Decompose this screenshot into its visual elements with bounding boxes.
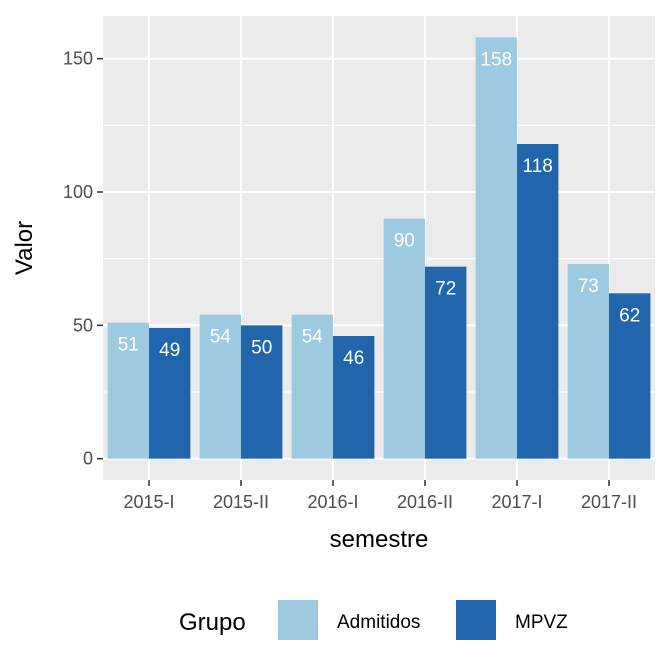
legend-label-admitidos: Admitidos <box>337 612 420 633</box>
bar-admitidos-2016-i <box>291 314 333 459</box>
bar-mpvz-2015-ii <box>241 325 283 459</box>
bar-label-admitidos-2015-ii: 54 <box>210 327 232 348</box>
bar-label-admitidos-2017-i: 158 <box>480 49 512 70</box>
y-tick-label: 100 <box>63 182 93 202</box>
bar-label-mpvz-2016-i: 46 <box>343 348 364 369</box>
bar-label-mpvz-2016-ii: 72 <box>435 279 456 300</box>
x-axis-title: semestre <box>330 526 429 553</box>
bar-mpvz-2016-ii <box>425 266 467 459</box>
bar-label-admitidos-2016-ii: 90 <box>394 231 415 252</box>
bars <box>107 37 651 459</box>
bar-admitidos-2016-ii <box>383 218 425 459</box>
y-tick-label: 150 <box>63 49 93 69</box>
bar-admitidos-2017-ii <box>567 264 609 459</box>
bar-label-mpvz-2015-i: 49 <box>159 340 180 361</box>
x-tick-label-2015-ii: 2015-II <box>213 492 269 512</box>
x-tick-label-2016-i: 2016-I <box>307 492 358 512</box>
y-tick-label: 50 <box>73 315 93 335</box>
bar-admitidos-2015-i <box>107 322 149 459</box>
bar-label-mpvz-2015-ii: 50 <box>251 337 272 358</box>
bar-label-mpvz-2017-ii: 62 <box>619 305 640 326</box>
bar-mpvz-2016-i <box>333 336 375 459</box>
x-tick-label-2016-ii: 2016-II <box>397 492 453 512</box>
x-tick-label-2017-ii: 2017-II <box>581 492 637 512</box>
x-axis: 2015-I 2015-II 2016-I 2016-II 2017-I 2017-II <box>123 480 637 512</box>
bar-admitidos-2017-i <box>475 37 517 459</box>
panel-background <box>103 16 655 480</box>
bar-mpvz-2017-ii <box>609 293 651 459</box>
legend: Grupo Admitidos MPVZ <box>179 598 568 642</box>
x-tick-label-2015-i: 2015-I <box>123 492 174 512</box>
y-axis: 0 50 100 150 <box>63 49 103 469</box>
bar-label-mpvz-2017-i: 118 <box>523 156 553 177</box>
y-axis-title: Valor <box>11 221 38 275</box>
y-tick-label: 0 <box>83 449 93 469</box>
bar-admitidos-2015-ii <box>199 314 241 459</box>
grid-minor-lines <box>103 124 655 393</box>
legend-swatch-admitidos <box>278 600 318 640</box>
x-tick-label-2017-i: 2017-I <box>491 492 542 512</box>
legend-title: Grupo <box>179 609 246 636</box>
bar-label-admitidos-2017-ii: 73 <box>578 276 599 297</box>
bar-label-admitidos-2016-i: 54 <box>302 327 324 348</box>
legend-label-mpvz: MPVZ <box>515 612 568 633</box>
bar-label-admitidos-2015-i: 51 <box>118 335 139 356</box>
bar-mpvz-2015-i <box>149 328 191 459</box>
bar-labels: 51 49 54 50 54 46 90 72 158 118 73 62 <box>118 49 641 369</box>
bar-mpvz-2017-i <box>517 144 559 459</box>
legend-swatch-mpvz <box>456 600 496 640</box>
